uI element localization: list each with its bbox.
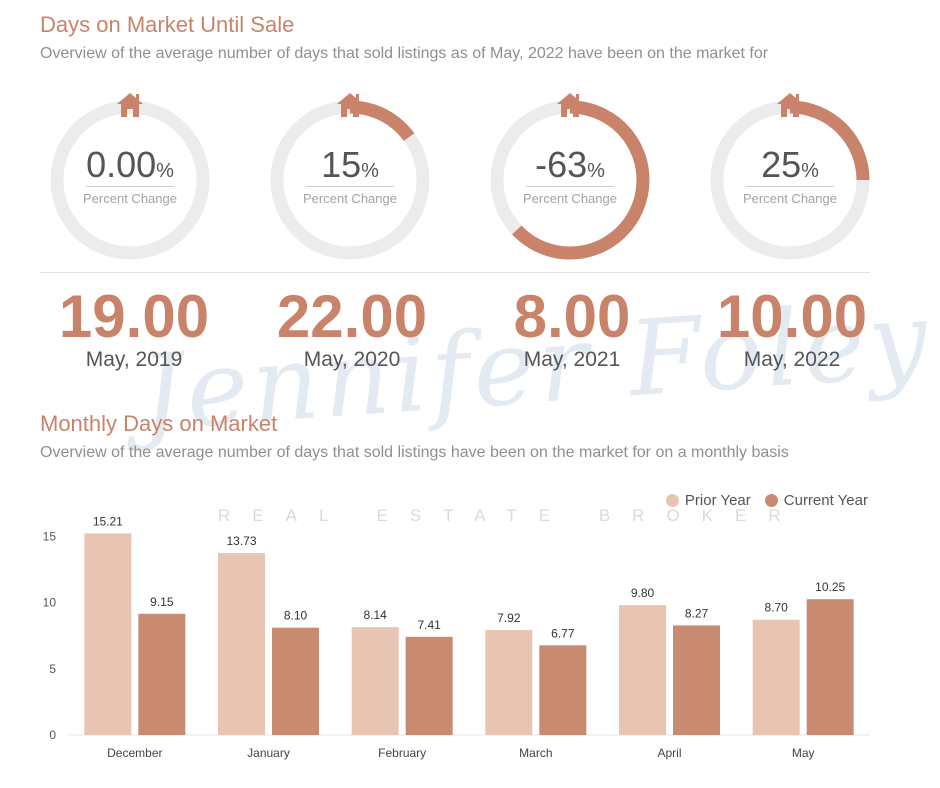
bar xyxy=(673,625,720,735)
bar xyxy=(138,613,186,735)
chart-legend: Prior Year Current Year xyxy=(665,492,868,509)
gauge-value: 25% xyxy=(761,144,819,185)
gauge-value: -63% xyxy=(535,144,605,185)
stat-card: 10.00 May, 2022 xyxy=(682,282,902,372)
gauge-arc xyxy=(512,100,650,260)
bar-value-label: 9.80 xyxy=(631,586,655,600)
x-tick-label: March xyxy=(519,746,552,760)
stat-period: May, 2021 xyxy=(523,348,621,371)
gauge-label: Percent Change xyxy=(743,191,837,206)
bar xyxy=(218,553,265,735)
section-subtitle-days-on-market: Overview of the average number of days t… xyxy=(40,45,769,62)
y-tick-label: 0 xyxy=(49,728,56,742)
stat-value: 22.00 xyxy=(276,283,428,350)
house-icon xyxy=(557,93,583,117)
gauge-divider xyxy=(526,186,614,187)
bar-value-label: 15.21 xyxy=(93,514,123,528)
section-title-days-on-market: Days on Market Until Sale xyxy=(40,12,295,37)
gauge-card: 15% Percent Change xyxy=(262,92,438,268)
watermark-tagline: REAL ESTATE BROKER xyxy=(218,506,803,525)
bar xyxy=(405,636,453,735)
stat-card: 22.00 May, 2020 xyxy=(242,282,462,372)
stat-value: 19.00 xyxy=(58,283,210,350)
bar-value-label: 9.15 xyxy=(150,595,174,609)
gauge-label: Percent Change xyxy=(303,191,397,206)
x-tick-label: February xyxy=(378,746,426,760)
bar-value-label: 8.10 xyxy=(284,609,308,623)
y-tick-label: 5 xyxy=(49,662,56,676)
house-icon xyxy=(337,93,363,117)
stat-period: May, 2022 xyxy=(743,348,841,371)
bar xyxy=(539,645,587,735)
bar-value-label: 6.77 xyxy=(551,626,575,640)
house-icon xyxy=(117,93,143,117)
x-tick-label: May xyxy=(792,746,815,760)
legend-swatch-prior xyxy=(665,494,679,507)
legend-swatch-current xyxy=(764,494,778,507)
bar xyxy=(351,627,399,735)
house-icon xyxy=(777,93,803,117)
gauge-arc xyxy=(789,100,870,181)
gauge-divider xyxy=(746,186,834,187)
bar-value-label: 7.92 xyxy=(497,611,521,625)
bar xyxy=(485,630,533,735)
stat-card: 8.00 May, 2021 xyxy=(462,282,682,372)
legend-label-prior: Prior Year xyxy=(684,492,751,509)
legend-item-current: Current Year xyxy=(764,492,868,509)
y-tick-label: 15 xyxy=(43,529,57,543)
stat-value: 8.00 xyxy=(513,283,631,350)
gauge-card: -63% Percent Change xyxy=(482,92,658,268)
x-tick-label: January xyxy=(247,746,290,760)
bar-value-label: 8.27 xyxy=(685,606,709,620)
gauge-label: Percent Change xyxy=(523,191,617,206)
bar xyxy=(272,627,319,735)
section-title-monthly: Monthly Days on Market xyxy=(40,411,278,436)
section-subtitle-monthly: Overview of the average number of days t… xyxy=(40,444,789,461)
y-tick-label: 10 xyxy=(43,596,57,610)
legend-item-prior: Prior Year xyxy=(665,492,751,509)
bar xyxy=(752,619,800,735)
legend-label-current: Current Year xyxy=(783,492,868,509)
bar xyxy=(619,605,666,735)
bar-value-label: 10.25 xyxy=(815,580,845,594)
stat-card: 19.00 May, 2019 xyxy=(24,282,244,372)
bar-chart: 0 5 10 15 15.21 9.15 December 13.73 8.10 January 8… xyxy=(43,514,870,760)
section-divider xyxy=(40,272,870,273)
gauge-card: 25% Percent Change xyxy=(702,92,878,268)
gauge-card: 0.00% Percent Change xyxy=(42,92,218,268)
bar-value-label: 7.41 xyxy=(417,618,441,632)
gauge-label: Percent Change xyxy=(83,191,177,206)
gauge-divider xyxy=(306,186,394,187)
x-tick-label: December xyxy=(107,746,162,760)
stat-value: 10.00 xyxy=(716,283,868,350)
gauge-divider xyxy=(86,186,174,187)
gauge-value: 15% xyxy=(321,144,379,185)
bar-value-label: 8.70 xyxy=(764,601,788,615)
bar-value-label: 8.14 xyxy=(363,608,387,622)
bar xyxy=(806,599,854,735)
stat-period: May, 2020 xyxy=(303,348,401,371)
stat-period: May, 2019 xyxy=(85,348,183,371)
bar-value-label: 13.73 xyxy=(226,534,256,548)
gauge-value: 0.00% xyxy=(86,144,174,185)
bar xyxy=(84,533,132,735)
x-tick-label: April xyxy=(657,746,681,760)
